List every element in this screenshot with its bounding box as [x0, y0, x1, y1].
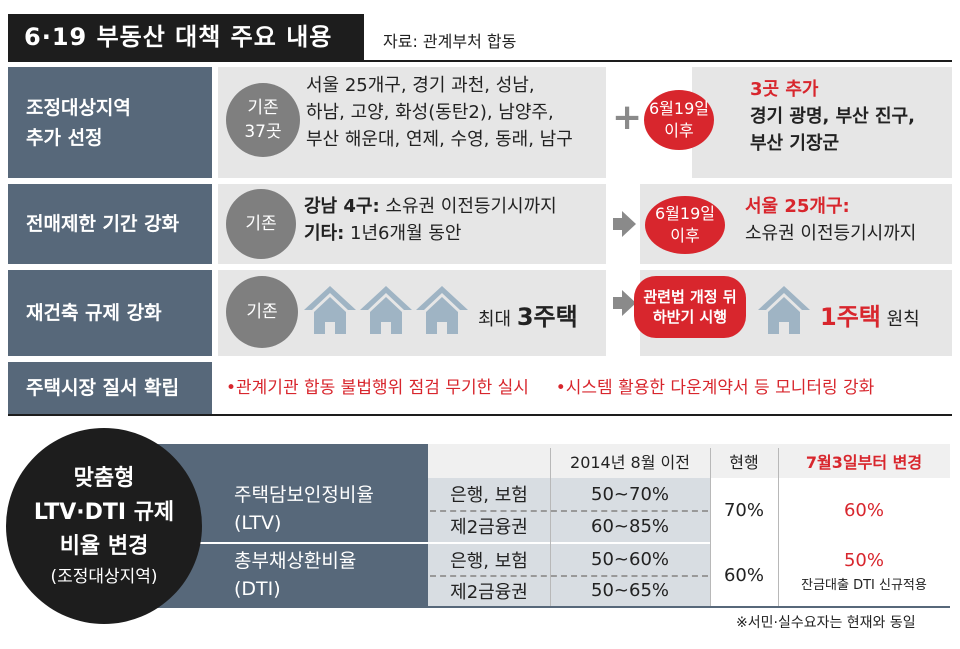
one-house-suffix: 원칙 [880, 309, 920, 330]
one-house-value: 1주택 [820, 303, 881, 331]
change-line1: 관련법 개정 뒤 [643, 288, 737, 306]
col-header-current: 현행 [729, 453, 759, 472]
house-icon [304, 286, 356, 334]
row4-panel [218, 362, 952, 414]
dti-second-financial: 제2금융권 [450, 581, 528, 603]
existing-areas-list: 서울 25개구, 경기 과천, 성남, 하남, 고양, 화성(동탄2), 남양주… [306, 72, 573, 153]
new-rule-title: 서울 25개구: [745, 196, 850, 217]
existing-badge-row2: 기존 [226, 189, 296, 259]
table-vline [710, 448, 711, 606]
existing-label: 기존 [247, 98, 279, 118]
dti-new: 50% [843, 550, 884, 571]
new-rule-line: 소유권 이전등기시까지 [745, 223, 917, 244]
ltv-label-line1: 주택담보인정비율 [234, 484, 374, 506]
gangnam-value: 소유권 이전등기시까지 [379, 196, 557, 217]
row2-panel [218, 184, 952, 264]
house-icon [360, 286, 412, 334]
max-houses-text: 최대 3주택 [478, 302, 578, 335]
row1-panel [218, 67, 952, 178]
row3-arrow-stem [613, 297, 623, 309]
dti-row-label: 총부채상환비율 (DTI) [234, 547, 356, 603]
section-rule [8, 414, 952, 416]
added-areas: 3곳 추가 경기 광명, 부산 진구, 부산 기장군 [750, 76, 915, 157]
page-title: 6·19 부동산 대책 주요 내용 [8, 14, 364, 60]
change-line2: 하반기 시행 [652, 308, 728, 326]
ltv-current: 70% [723, 499, 764, 521]
dti-bank-insurance: 은행, 보험 [450, 550, 528, 572]
ltv-label-line2: (LTV) [234, 512, 282, 534]
resale-existing-rules: 강남 4구: 소유권 이전등기시까지 기타: 1년6개월 동안 [304, 193, 557, 247]
table-header-cells [428, 444, 950, 478]
row1-label-line2: 추가 선정 [26, 126, 103, 149]
dti-bank-before: 50~60% [591, 549, 669, 570]
measure-2: •시스템 활용한 다운계약서 등 모니터링 강화 [555, 378, 875, 398]
row1-label-line1: 조정대상지역 [26, 96, 131, 119]
badge-line1: 맞춤형 [73, 466, 135, 491]
market-order-measures: •관계기관 합동 불법행위 점검 무기한 실시 •시스템 활용한 다운계약서 등… [226, 374, 874, 402]
areas-line2: 하남, 고양, 화성(동탄2), 남양주, [306, 102, 554, 123]
dti-new-note: 잔금대출 DTI 신규적용 [801, 578, 927, 593]
ltv-new: 60% [843, 499, 884, 521]
ltv-bank-before: 50~70% [591, 483, 669, 505]
max-value: 3주택 [516, 303, 578, 331]
house-icon [416, 286, 468, 334]
dti-dashed-divider [430, 575, 708, 577]
table-bottom-rule [150, 606, 950, 608]
gangnam-key: 강남 4구: [304, 196, 380, 217]
arrow-right-icon [622, 290, 636, 316]
table-vline [778, 448, 779, 606]
col-header-before: 2014년 8월 이전 [570, 453, 690, 472]
badge-line3: 비율 변경 [59, 534, 149, 559]
dti-label-line2: (DTI) [234, 578, 281, 600]
ltv-second-financial: 제2금융권 [450, 517, 528, 538]
date2-line2: 이후 [670, 226, 700, 245]
date-line1: 6월19일 [649, 99, 709, 118]
date-line2: 이후 [664, 121, 694, 140]
existing-37-badge: 기존 37곳 [226, 83, 300, 157]
ltv-second-before: 60~85% [591, 515, 669, 537]
badge-line4: (조정대상지역) [50, 567, 158, 587]
dti-label-line1: 총부채상환비율 [234, 550, 357, 572]
max-prefix: 최대 [478, 309, 517, 330]
row-label-reconstruction: 재건축 규제 강화 [8, 270, 212, 356]
table-vline [550, 448, 551, 606]
areas-line3: 부산 해운대, 연제, 수영, 동래, 남구 [306, 129, 573, 150]
dti-new-cell: 50% 잔금대출 DTI 신규적용 [778, 547, 950, 597]
badge-line2: LTV·DTI 규제 [33, 500, 175, 525]
dti-current: 60% [723, 564, 764, 586]
dti-second-before: 50~65% [591, 580, 669, 601]
measure-1: •관계기관 합동 불법행위 점검 무기한 실시 [226, 378, 529, 398]
row2-arrow-stem [613, 218, 623, 230]
added-line1: 경기 광명, 부산 진구, [750, 106, 915, 127]
other-value: 1년6개월 동안 [344, 223, 462, 244]
date2-line1: 6월19일 [655, 204, 715, 223]
source-note: 자료: 관계부처 합동 [383, 32, 517, 51]
existing-count: 37곳 [244, 122, 282, 142]
ltv-dashed-divider [430, 510, 708, 512]
areas-line1: 서울 25개구, 경기 과천, 성남, [306, 75, 535, 96]
added-title: 3곳 추가 [750, 79, 819, 100]
row-label-market-order: 주택시장 질서 확립 [8, 362, 212, 414]
other-key: 기타: [304, 223, 345, 244]
resale-new-rule: 서울 25개구: 소유권 이전등기시까지 [745, 193, 916, 247]
ltv-bank-insurance: 은행, 보험 [450, 485, 528, 506]
footnote: ※서민·실수요자는 현재와 동일 [736, 615, 916, 631]
row-label-adjustment-areas: 조정대상지역 추가 선정 [8, 67, 212, 178]
col-header-new: 7월3일부터 변경 [805, 453, 923, 472]
one-house-text: 1주택 원칙 [820, 302, 920, 335]
arrow-right-icon [622, 211, 636, 237]
row-label-resale-restriction: 전매제한 기간 강화 [8, 184, 212, 264]
added-line2: 부산 기장군 [750, 133, 840, 154]
ltv-row-label: 주택담보인정비율 (LTV) [234, 481, 374, 537]
existing-badge-row3: 기존 [226, 276, 298, 348]
ltv-dti-badge: 맞춤형 LTV·DTI 규제 비율 변경 (조정대상지역) [6, 428, 202, 624]
plus-icon: + [612, 97, 643, 138]
house-icon [758, 286, 810, 334]
header-rule [8, 60, 952, 62]
